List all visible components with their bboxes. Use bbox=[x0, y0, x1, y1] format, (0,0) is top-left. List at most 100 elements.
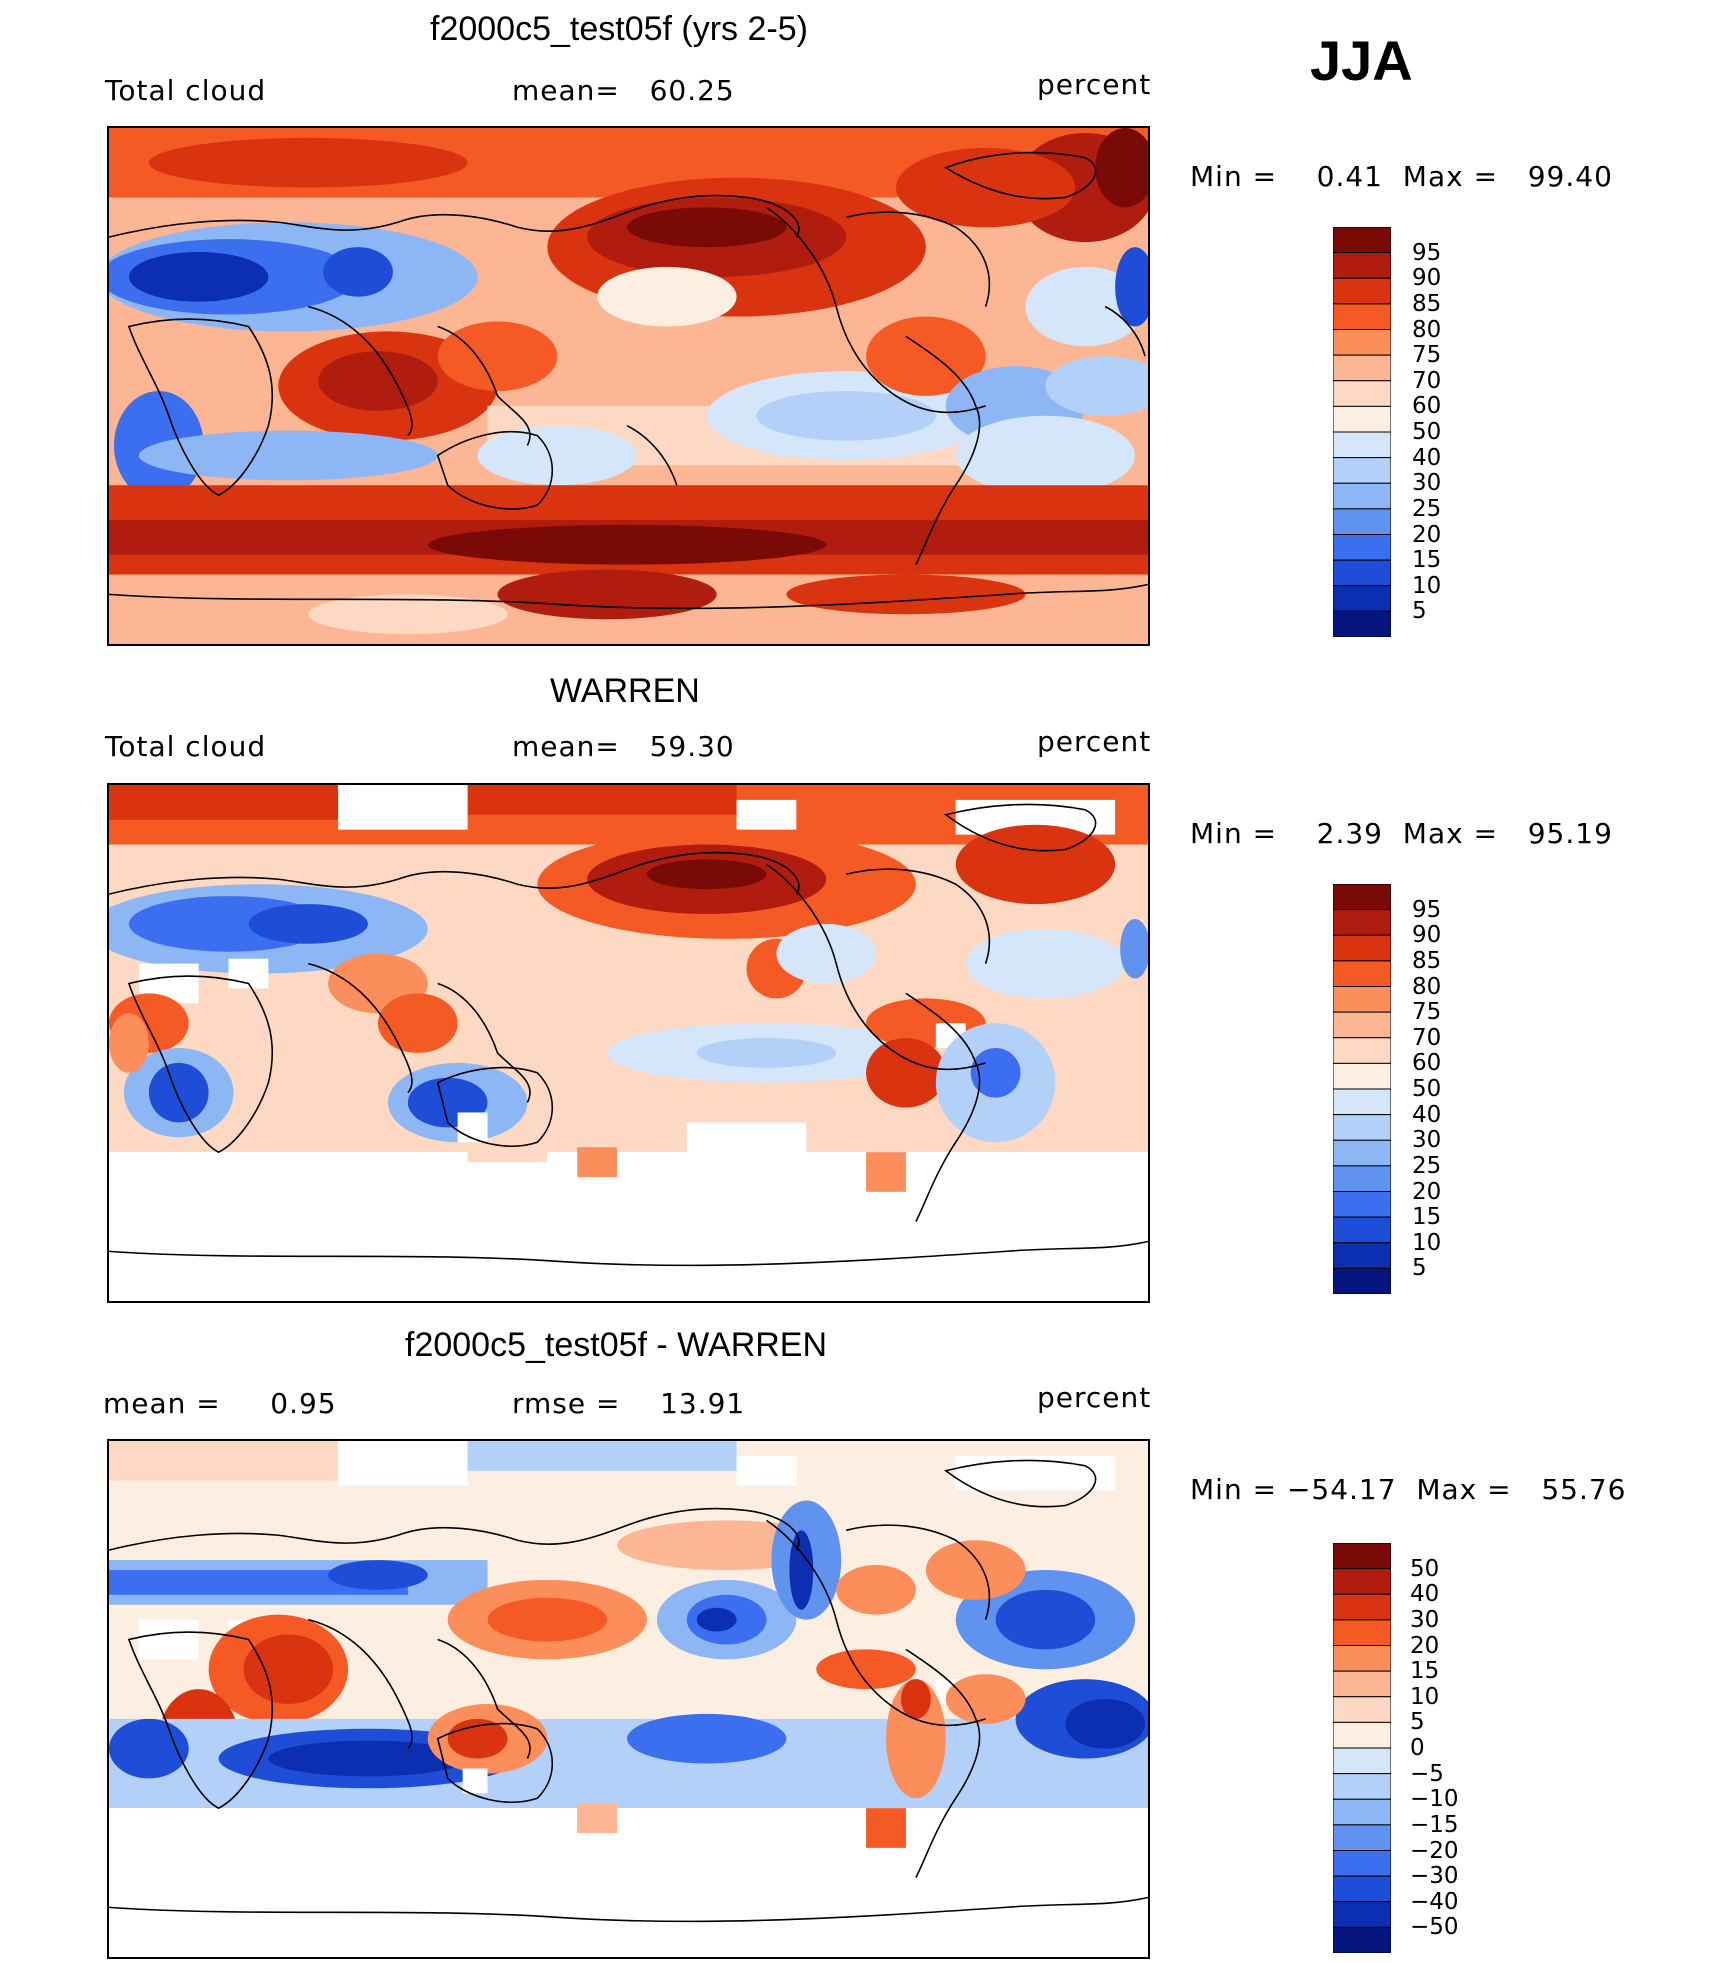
colorbar-tick-label: 15 bbox=[1412, 1204, 1442, 1231]
colorbar-swatch bbox=[1332, 1165, 1392, 1192]
season-label: JJA bbox=[1310, 29, 1413, 92]
colorbar-tick-label: 40 bbox=[1410, 1581, 1440, 1608]
panel-2-title: WARREN bbox=[550, 672, 700, 710]
panel-3-title: f2000c5_test05f - WARREN bbox=[405, 1326, 828, 1364]
colorbar-swatch bbox=[1332, 986, 1392, 1013]
colorbar-tick-label: 60 bbox=[1412, 393, 1442, 420]
colorbar-tick-label: 10 bbox=[1412, 572, 1442, 599]
panel-3-colorbar-labels: 50 40 30 20 15 10 5 0 −5 −10 −15 −20 −30 −40 −50 bbox=[1410, 1543, 1480, 1953]
panel-1-variable-label: Total cloud bbox=[105, 74, 267, 107]
colorbar-swatch bbox=[1332, 252, 1392, 279]
colorbar-swatch bbox=[1332, 508, 1392, 535]
colorbar-swatch bbox=[1332, 380, 1392, 407]
colorbar-swatch bbox=[1332, 482, 1392, 510]
colorbar-swatch bbox=[1332, 1139, 1392, 1167]
panel-1-colorbar bbox=[1332, 226, 1392, 638]
colorbar-swatch bbox=[1332, 534, 1392, 561]
panel-2-variable-label: Total cloud bbox=[105, 730, 267, 763]
colorbar-tick-label: −30 bbox=[1410, 1863, 1459, 1890]
colorbar-tick-label: −50 bbox=[1410, 1914, 1459, 1941]
colorbar-swatch bbox=[1332, 1011, 1392, 1039]
colorbar-swatch bbox=[1332, 303, 1392, 330]
colorbar-swatch bbox=[1332, 1593, 1392, 1621]
panel-2-colorbar bbox=[1332, 883, 1392, 1295]
colorbar-tick-label: 85 bbox=[1412, 947, 1442, 974]
colorbar-swatch bbox=[1332, 1542, 1392, 1570]
colorbar-tick-label: 60 bbox=[1412, 1050, 1442, 1077]
colorbar-tick-label: 85 bbox=[1412, 290, 1442, 317]
panel-3-mean-label: mean = 0.95 bbox=[103, 1387, 337, 1420]
colorbar-swatch bbox=[1332, 1798, 1392, 1826]
colorbar-tick-label: 20 bbox=[1412, 1178, 1442, 1205]
colorbar-swatch bbox=[1332, 277, 1392, 305]
colorbar-swatch bbox=[1332, 1242, 1392, 1269]
colorbar-swatch bbox=[1332, 405, 1392, 433]
colorbar-swatch bbox=[1332, 1926, 1392, 1954]
panel-1-title: f2000c5_test05f (yrs 2-5) bbox=[430, 10, 808, 48]
panel-1-colorbar-labels: 95 90 85 80 75 70 60 50 40 30 25 20 15 10 5 bbox=[1412, 227, 1472, 637]
panel-3-colorbar bbox=[1332, 1542, 1392, 1954]
panel-2-units-label: percent bbox=[1037, 725, 1152, 758]
panel-2-map bbox=[107, 783, 1150, 1303]
colorbar-swatch bbox=[1332, 1062, 1392, 1090]
colorbar-swatch bbox=[1332, 1568, 1392, 1595]
panel-3-map bbox=[107, 1439, 1150, 1959]
colorbar-tick-label: −5 bbox=[1410, 1760, 1444, 1787]
colorbar-tick-label: 0 bbox=[1410, 1735, 1425, 1761]
colorbar-swatch bbox=[1332, 960, 1392, 987]
colorbar-swatch bbox=[1332, 329, 1392, 356]
colorbar-tick-label: 25 bbox=[1412, 495, 1442, 522]
colorbar-tick-label: 95 bbox=[1412, 239, 1442, 266]
colorbar-tick-label: 50 bbox=[1410, 1555, 1440, 1582]
panel-2-mean-label: mean= 59.30 bbox=[512, 730, 735, 763]
colorbar-swatch bbox=[1332, 909, 1392, 936]
colorbar-tick-label: 30 bbox=[1412, 1127, 1442, 1154]
colorbar-swatch bbox=[1332, 226, 1392, 254]
colorbar-swatch bbox=[1332, 934, 1392, 962]
colorbar-tick-label: 50 bbox=[1412, 419, 1442, 445]
colorbar-swatch bbox=[1332, 1824, 1392, 1851]
panel-2-colorbar-labels: 95 90 85 80 75 70 60 50 40 30 25 20 15 10 5 bbox=[1412, 884, 1472, 1294]
colorbar-swatch bbox=[1332, 1721, 1392, 1749]
panel-2-min-max: Min = 2.39 Max = 95.19 bbox=[1190, 817, 1613, 850]
colorbar-swatch bbox=[1332, 883, 1392, 911]
colorbar-swatch bbox=[1332, 1114, 1392, 1141]
colorbar-tick-label: 70 bbox=[1412, 1024, 1442, 1051]
colorbar-tick-label: 20 bbox=[1412, 521, 1442, 548]
panel-1-map bbox=[107, 126, 1150, 646]
colorbar-tick-label: 80 bbox=[1412, 316, 1442, 343]
colorbar-tick-label: 40 bbox=[1412, 1101, 1442, 1128]
panel-3-min-max: Min = −54.17 Max = 55.76 bbox=[1190, 1473, 1627, 1506]
colorbar-swatch bbox=[1332, 1216, 1392, 1244]
colorbar-tick-label: 90 bbox=[1412, 922, 1442, 949]
panel-3-rmse-label: rmse = 13.91 bbox=[512, 1387, 746, 1420]
colorbar-swatch bbox=[1332, 1901, 1392, 1928]
colorbar-swatch bbox=[1332, 431, 1392, 459]
colorbar-tick-label: 90 bbox=[1412, 265, 1442, 292]
colorbar-swatch bbox=[1332, 1850, 1392, 1877]
colorbar-tick-label: 5 bbox=[1410, 1709, 1425, 1736]
colorbar-tick-label: 20 bbox=[1410, 1632, 1440, 1659]
colorbar-swatch bbox=[1332, 1645, 1392, 1672]
colorbar-tick-label: 25 bbox=[1412, 1152, 1442, 1179]
colorbar-tick-label: 10 bbox=[1410, 1683, 1440, 1710]
colorbar-tick-label: 10 bbox=[1412, 1229, 1442, 1256]
colorbar-swatch bbox=[1332, 1267, 1392, 1295]
colorbar-swatch bbox=[1332, 1191, 1392, 1218]
colorbar-tick-label: 80 bbox=[1412, 973, 1442, 1000]
colorbar-tick-label: 30 bbox=[1412, 470, 1442, 497]
colorbar-swatch bbox=[1332, 1088, 1392, 1116]
colorbar-swatch bbox=[1332, 559, 1392, 587]
colorbar-swatch bbox=[1332, 585, 1392, 612]
panel-1-min-max: Min = 0.41 Max = 99.40 bbox=[1190, 160, 1613, 193]
colorbar-swatch bbox=[1332, 610, 1392, 638]
colorbar-tick-label: −20 bbox=[1410, 1837, 1459, 1864]
colorbar-tick-label: 70 bbox=[1412, 367, 1442, 394]
colorbar-tick-label: 75 bbox=[1412, 999, 1442, 1026]
colorbar-tick-label: 75 bbox=[1412, 342, 1442, 369]
colorbar-tick-label: 50 bbox=[1412, 1076, 1442, 1102]
panel-1-mean-label: mean= 60.25 bbox=[512, 74, 735, 107]
colorbar-tick-label: 5 bbox=[1412, 1255, 1427, 1282]
colorbar-swatch bbox=[1332, 1747, 1392, 1775]
colorbar-tick-label: 15 bbox=[1412, 547, 1442, 574]
